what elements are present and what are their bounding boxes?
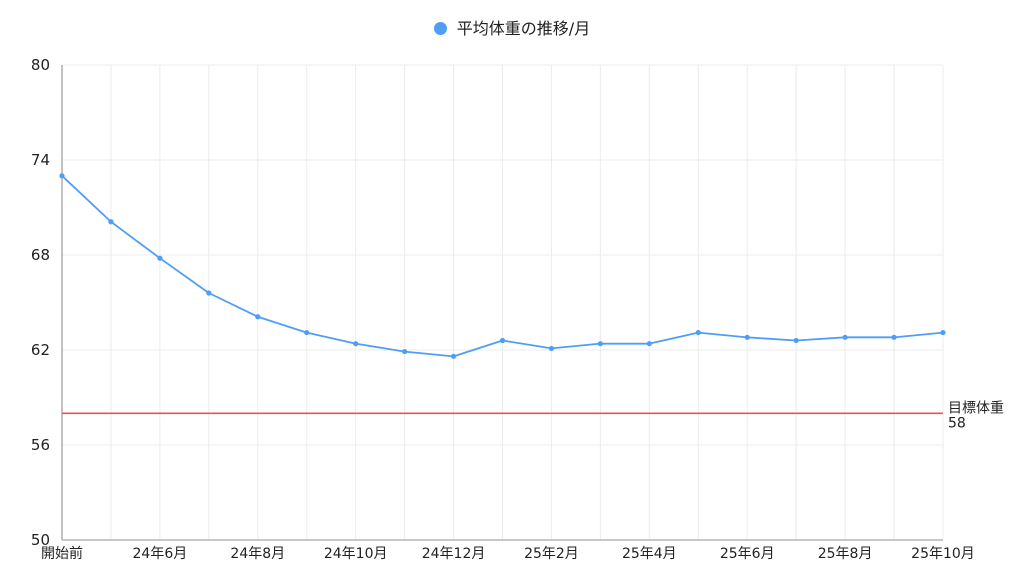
y-tick-label: 74: [31, 151, 50, 169]
x-tick-label: 24年8月: [230, 546, 285, 562]
data-point[interactable]: [940, 329, 946, 336]
x-tick-label: 25年10月: [911, 546, 975, 562]
data-point[interactable]: [59, 173, 65, 179]
y-tick-label: 50: [31, 531, 50, 549]
data-point[interactable]: [842, 334, 848, 340]
data-point[interactable]: [499, 337, 506, 344]
x-tick-label: 24年6月: [133, 546, 188, 562]
target-value-label: 58: [948, 415, 966, 431]
legend-label: 平均体重の推移/月: [456, 19, 591, 38]
target-label: 目標体重: [948, 400, 1004, 416]
x-tick-label: 25年6月: [720, 546, 775, 562]
legend-marker-icon: [433, 22, 447, 35]
data-point[interactable]: [597, 341, 603, 347]
data-point[interactable]: [304, 329, 310, 336]
axes: [61, 65, 943, 541]
data-point[interactable]: [255, 314, 261, 320]
y-tick-label: 68: [31, 246, 50, 264]
x-tick-label: 25年2月: [524, 546, 579, 562]
x-tick-label: 24年12月: [422, 546, 486, 562]
data-series: [59, 173, 946, 359]
y-tick-label: 62: [31, 341, 50, 359]
data-point[interactable]: [206, 290, 212, 296]
y-tick-label: 56: [31, 436, 50, 454]
x-axis-ticks: 開始前 24年6月 24年8月 24年10月 24年12月 25年2月 25年4月 25年6月…: [41, 545, 975, 562]
data-point[interactable]: [402, 348, 408, 355]
data-point[interactable]: [744, 334, 750, 340]
x-tick-label: 開始前: [41, 545, 83, 562]
y-tick-label: 80: [31, 56, 50, 74]
x-tick-label: 25年4月: [622, 546, 677, 562]
grid-lines: [62, 64, 944, 541]
data-point[interactable]: [353, 341, 359, 347]
y-axis-ticks: 50 56 62 68 74 80: [31, 56, 50, 549]
data-point[interactable]: [695, 329, 701, 336]
data-point[interactable]: [891, 334, 897, 340]
chart-legend[interactable]: 平均体重の推移/月: [0, 17, 1024, 41]
x-tick-label: 25年8月: [818, 546, 873, 562]
data-point[interactable]: [646, 341, 652, 347]
data-point[interactable]: [548, 345, 555, 352]
data-point[interactable]: [108, 219, 114, 225]
data-point[interactable]: [157, 255, 163, 261]
data-point[interactable]: [450, 353, 457, 359]
data-point[interactable]: [793, 337, 799, 344]
x-tick-label: 24年10月: [324, 546, 388, 562]
